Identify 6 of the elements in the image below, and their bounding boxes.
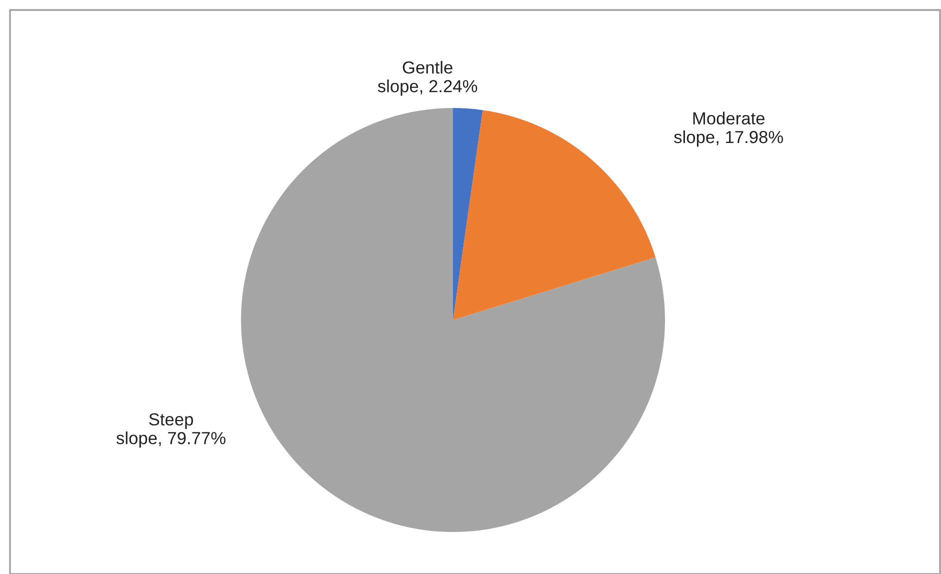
pie-slice [453,110,656,320]
slice-label: Gentle slope, 2.24% [378,60,478,96]
slice-label: Steep slope, 79.77% [116,413,226,448]
pie-slice [241,108,665,532]
pie-slice [453,108,483,320]
slice-label: Moderate slope, 17.98% [674,112,783,147]
